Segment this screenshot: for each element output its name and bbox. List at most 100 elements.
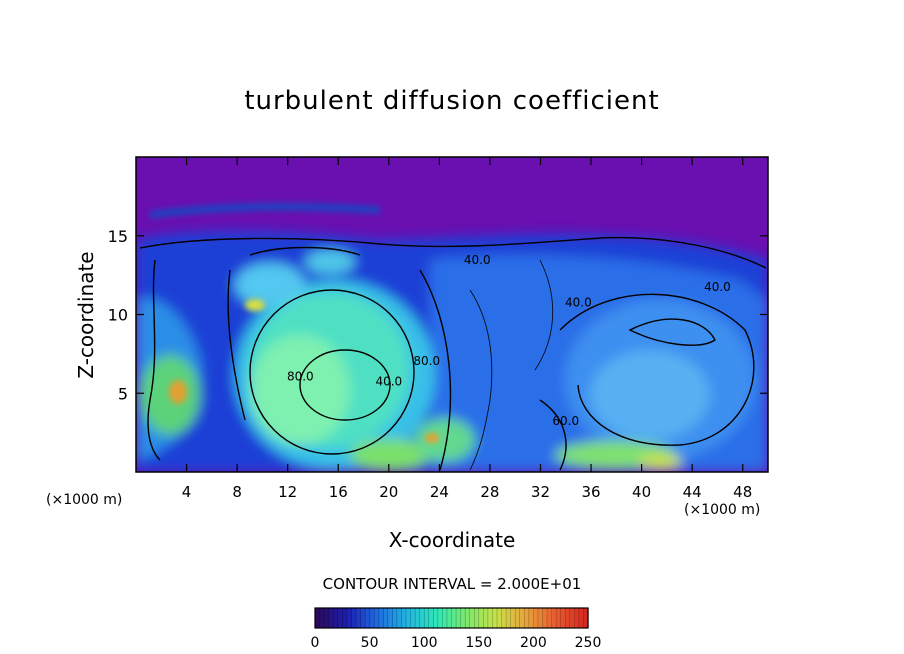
field-hotspot-1	[245, 299, 265, 311]
colorbar-swatch	[346, 608, 352, 628]
colorbar-swatch	[569, 608, 575, 628]
colorbar-swatch	[378, 608, 384, 628]
colorbar-swatch	[542, 608, 548, 628]
contour-value-label: 40.0	[704, 280, 731, 294]
colorbar-swatch	[583, 608, 589, 628]
colorbar-swatch	[556, 608, 562, 628]
x-unit-left: (×1000 m)	[46, 492, 123, 508]
y-tick-label: 15	[108, 227, 128, 246]
colorbar-tick-label: 100	[411, 635, 438, 651]
contour-upper-band	[249, 246, 361, 256]
x-tick-label: 20	[379, 483, 398, 501]
x-tick-label: 12	[278, 483, 297, 501]
x-tick-label: 28	[480, 483, 499, 501]
field-hotspot-2	[169, 380, 187, 404]
colorbar-swatch	[537, 608, 544, 628]
colorbar-tick-label: 150	[465, 635, 492, 651]
colorbar-swatch	[501, 608, 507, 628]
x-unit-right: (×1000 m)	[684, 502, 761, 518]
colorbar-swatch	[547, 608, 553, 628]
y-tick-label: 5	[118, 384, 128, 403]
contour-value-label: 40.0	[375, 374, 402, 388]
colorbar-swatch	[406, 608, 412, 628]
contour-right-vortex-outer	[559, 293, 755, 446]
contour-left-plume	[147, 259, 161, 461]
colorbar-swatch	[474, 608, 480, 628]
field-hotspot-3	[425, 433, 439, 443]
colorbar-swatch	[492, 608, 498, 628]
colorbar-swatch	[506, 608, 512, 628]
colorbar-swatch	[369, 608, 375, 628]
colorbar-swatch	[483, 608, 489, 628]
colorbar-tick-label: 0	[311, 635, 320, 651]
contour-interval-label: CONTOUR INTERVAL = 2.000E+01	[322, 575, 582, 593]
field-upper-wisp	[149, 202, 381, 219]
contour-value-label: 40.0	[565, 296, 592, 310]
colorbar-swatch	[342, 608, 348, 628]
colorbar-swatch	[446, 608, 453, 628]
colorbar-swatch	[324, 608, 330, 628]
field-upper-eddy-2	[305, 250, 355, 274]
y-tick-layer: 5 10 15	[108, 227, 768, 403]
contour-value-label: 80.0	[287, 370, 314, 384]
colorbar-swatch	[574, 608, 580, 628]
x-tick-label: 32	[531, 483, 550, 501]
colorbar-swatch	[401, 608, 407, 628]
colorbar-swatch	[469, 608, 475, 628]
x-tick-label: 40	[632, 483, 651, 501]
colorbar-swatch	[428, 608, 434, 628]
colorbar-swatch	[533, 608, 539, 628]
contour-value-label: 40.0	[464, 253, 491, 267]
x-tick-label: 16	[329, 483, 348, 501]
colorbar-swatch	[315, 608, 321, 628]
colorbar-swatch	[510, 608, 516, 628]
colorbar-swatch	[465, 608, 471, 628]
colorbar: 0 50 100 150 200 250	[311, 607, 602, 651]
field-bottom-green-1	[350, 439, 430, 471]
colorbar-swatch	[528, 608, 534, 628]
colorbar-swatch	[460, 608, 466, 628]
colorbar-tick-label: 250	[575, 635, 602, 651]
field-bottom-yellow	[638, 454, 682, 470]
colorbar-swatch	[360, 608, 366, 628]
x-tick-label: 24	[430, 483, 449, 501]
contour-value-label: 80.0	[413, 354, 440, 368]
colorbar-swatch	[410, 608, 416, 628]
colorbar-tick-label: 50	[361, 635, 379, 651]
contour-label-layer: 80.0 40.0 80.0 40.0 40.0 60.0 40.0	[287, 253, 731, 428]
field-bottom-green-2	[415, 418, 475, 462]
colorbar-swatch	[351, 608, 357, 628]
colorbar-swatch	[328, 608, 334, 628]
x-tick-label: 4	[182, 483, 192, 501]
chart-title: turbulent diffusion coefficient	[244, 86, 660, 116]
colorbar-swatch	[365, 608, 371, 628]
contour-left-column	[227, 269, 246, 421]
colorbar-swatch	[383, 608, 389, 628]
colorbar-swatch	[524, 608, 530, 628]
contour-thin-2	[534, 259, 554, 371]
contour-cloud-top	[139, 236, 767, 269]
colorbar-swatch	[424, 608, 430, 628]
colorbar-swatch	[333, 608, 339, 628]
colorbar-swatch	[456, 608, 462, 628]
colorbar-swatch	[442, 608, 448, 628]
contour-value-label: 60.0	[552, 414, 579, 428]
x-tick-label: 44	[683, 483, 702, 501]
colorbar-tick-label: 200	[520, 635, 547, 651]
colorbar-swatch	[433, 608, 439, 628]
contour-thin-1	[469, 289, 493, 471]
contour-lines	[139, 236, 767, 471]
heatmap-field: 80.0 40.0 80.0 40.0 40.0 60.0 40.0	[136, 157, 768, 472]
x-tick-layer: 4 8 12 16 20 24 28 32 36 40 44 48	[182, 157, 752, 501]
colorbar-swatch	[451, 608, 457, 628]
contour-right-vortex-inner	[628, 318, 716, 346]
colorbar-swatch	[551, 608, 557, 628]
colorbar-swatch	[337, 608, 343, 628]
colorbar-swatch	[497, 608, 503, 628]
colorbar-swatch	[578, 608, 585, 628]
colorbar-swatch	[478, 608, 484, 628]
x-axis-label-text: X-coordinate	[388, 528, 516, 552]
colorbar-swatch	[519, 608, 525, 628]
colorbar-swatch	[565, 608, 571, 628]
